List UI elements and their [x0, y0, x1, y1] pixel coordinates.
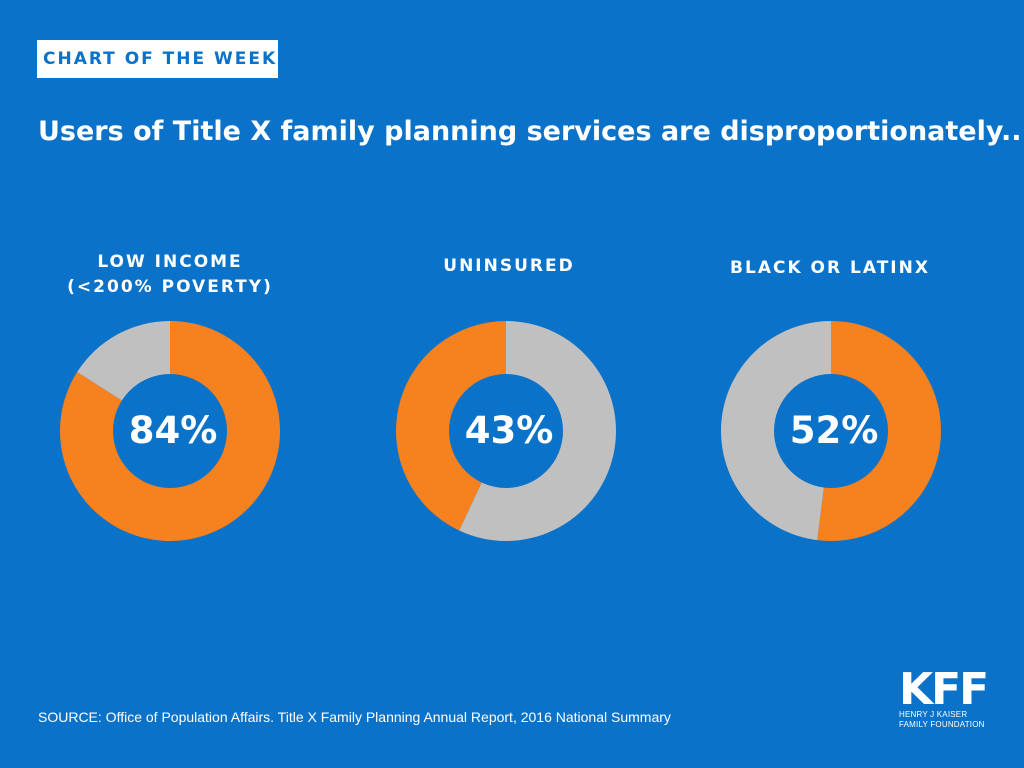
donut-2-label-line-1: UNINSURED — [443, 256, 575, 276]
donut-1-label: LOW INCOME (<200% POVERTY) — [20, 250, 320, 300]
kff-logo-mark: KFF — [899, 664, 989, 715]
page-title: Users of Title X family planning service… — [38, 116, 1024, 147]
donut-1-label-line-2: (<200% POVERTY) — [67, 277, 273, 297]
donut-3: 52% — [720, 320, 941, 541]
source-note: SOURCE: Office of Population Affairs. Ti… — [38, 709, 671, 725]
kff-logo-sub-2: FAMILY FOUNDATION — [899, 720, 985, 729]
donut-1-hole — [113, 374, 227, 488]
donut-2: 43% — [395, 321, 616, 541]
donut-2-hole — [449, 374, 563, 488]
kff-logo-sub-1: HENRY J KAISER — [899, 710, 968, 719]
kff-logo: KFF HENRY J KAISER FAMILY FOUNDATION — [899, 664, 995, 730]
donut-3-label-line-1: BLACK OR LATINX — [730, 258, 930, 278]
donut-2-value-label: 43% — [465, 409, 554, 452]
donut-1-label-line-1: LOW INCOME — [97, 252, 243, 272]
donut-3-hole — [774, 374, 888, 488]
chart-of-the-week-tag: CHART OF THE WEEK — [37, 40, 278, 78]
donut-3-label: BLACK OR LATINX — [680, 256, 980, 281]
donut-3-value-label: 52% — [790, 409, 879, 452]
kff-logo-subtitle: HENRY J KAISER FAMILY FOUNDATION — [899, 710, 995, 730]
donut-2-label: UNINSURED — [359, 254, 659, 279]
donut-1: 84% — [59, 320, 281, 541]
donut-1-value-label: 84% — [129, 409, 218, 452]
